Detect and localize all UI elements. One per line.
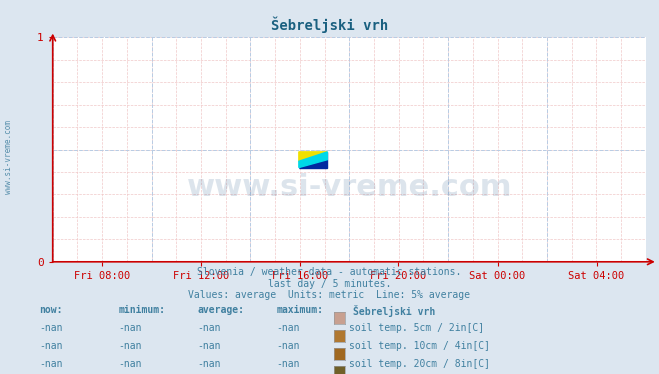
Text: Values: average  Units: metric  Line: 5% average: Values: average Units: metric Line: 5% a…: [188, 290, 471, 300]
Text: -nan: -nan: [198, 359, 221, 369]
Text: -nan: -nan: [40, 359, 63, 369]
Text: -nan: -nan: [40, 323, 63, 333]
Text: -nan: -nan: [198, 341, 221, 351]
Text: -nan: -nan: [40, 341, 63, 351]
Text: -nan: -nan: [198, 323, 221, 333]
Text: www.si-vreme.com: www.si-vreme.com: [186, 173, 512, 202]
Text: maximum:: maximum:: [277, 305, 324, 315]
Text: Slovenia / weather data - automatic stations.: Slovenia / weather data - automatic stat…: [197, 267, 462, 278]
Text: minimum:: minimum:: [119, 305, 165, 315]
Text: -nan: -nan: [277, 323, 301, 333]
Text: -nan: -nan: [277, 341, 301, 351]
Text: -nan: -nan: [119, 323, 142, 333]
Polygon shape: [299, 152, 328, 161]
Text: soil temp. 5cm / 2in[C]: soil temp. 5cm / 2in[C]: [349, 323, 484, 333]
Text: -nan: -nan: [277, 359, 301, 369]
Text: -nan: -nan: [119, 341, 142, 351]
Text: www.si-vreme.com: www.si-vreme.com: [4, 120, 13, 194]
Text: -nan: -nan: [119, 359, 142, 369]
Polygon shape: [299, 152, 328, 168]
Text: Šebreljski vrh: Šebreljski vrh: [271, 17, 388, 33]
Text: now:: now:: [40, 305, 63, 315]
Text: average:: average:: [198, 305, 244, 315]
Text: soil temp. 20cm / 8in[C]: soil temp. 20cm / 8in[C]: [349, 359, 490, 369]
Text: soil temp. 10cm / 4in[C]: soil temp. 10cm / 4in[C]: [349, 341, 490, 351]
Text: last day / 5 minutes.: last day / 5 minutes.: [268, 279, 391, 289]
Polygon shape: [299, 152, 328, 168]
Text: Šebreljski vrh: Šebreljski vrh: [353, 305, 435, 317]
